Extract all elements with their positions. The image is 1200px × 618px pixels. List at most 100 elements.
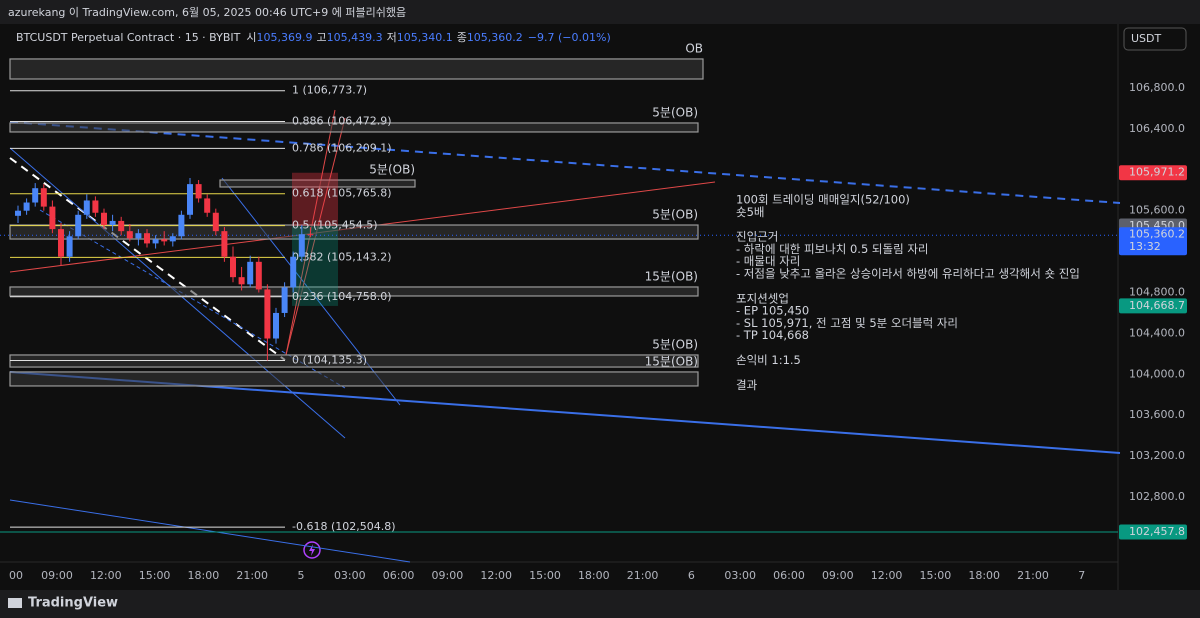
fib-label: 0.886 (106,472.9) (292, 114, 392, 127)
annotation-line: 진입근거 (736, 230, 778, 244)
candle-body (144, 233, 150, 244)
time-tick-label: 15:00 (139, 569, 171, 582)
price-label: 102,457.8 (1129, 525, 1185, 538)
candle-body (307, 234, 314, 236)
alert-icon[interactable] (303, 541, 321, 559)
candle-body (161, 239, 168, 242)
candle-body (273, 312, 279, 339)
channel-line (9, 499, 411, 563)
order-block-label: 15분(OB) (645, 354, 698, 368)
candle-body (109, 220, 116, 226)
price-tick-label: 104,800.0 (1129, 286, 1185, 299)
candle-body (281, 287, 288, 313)
order-block-label: 15분(OB) (645, 269, 698, 283)
order-block (9, 354, 699, 368)
time-tick-label: 21:00 (1017, 569, 1049, 582)
fib-label: -0.618 (102,504.8) (292, 520, 396, 533)
price-tick-label: 104,400.0 (1129, 326, 1185, 339)
ohlc-label: 고 (316, 31, 326, 44)
candle-body (204, 198, 211, 213)
order-block-label: OB (685, 41, 703, 55)
annotation-line: 포지션셋업 (736, 291, 789, 305)
candle-body (230, 256, 236, 278)
price-label: 105,971.2 (1129, 166, 1185, 179)
candle-body (118, 220, 125, 232)
annotation-line: - TP 104,668 (736, 328, 809, 342)
time-tick-label: 18:00 (188, 569, 220, 582)
candle-body (255, 261, 262, 290)
candle-body (187, 184, 193, 215)
ohlc-value: 105,439.3 (327, 31, 383, 44)
annotation-line: 100회 트레이딩 매매일지(52/100) (736, 193, 910, 207)
price-label-box (1119, 165, 1187, 181)
footer-logo: TradingView (28, 596, 118, 611)
candle-body (221, 231, 228, 257)
price-label-box (1119, 298, 1187, 314)
candle-body (66, 236, 73, 257)
price-tick-label: 105,600.0 (1129, 204, 1185, 217)
price-tick-label: 106,400.0 (1129, 122, 1185, 135)
candle-body (290, 256, 297, 288)
logo-icon (8, 598, 22, 608)
candle-body (49, 206, 56, 230)
price-tick-label: 104,000.0 (1129, 367, 1185, 380)
ohlc-label: 저 (387, 31, 397, 44)
time-tick-label: 12:00 (480, 569, 512, 582)
candle-body (152, 239, 159, 244)
watermark: azurekang 이 TradingView.com, 6월 05, 2025… (8, 6, 406, 19)
stop-zone (292, 172, 338, 227)
price-tick-label: 102,800.0 (1129, 490, 1185, 503)
fib-label: 0 (104,135.3) (292, 353, 367, 366)
annotation-line: 손익비 1:1.5 (736, 353, 801, 367)
price-tick-label: 103,600.0 (1129, 408, 1185, 421)
price-label-box (1119, 227, 1187, 256)
symbol: BTCUSDT Perpetual Contract · 15 · BYBIT (16, 31, 241, 44)
order-block-label: 5분(OB) (369, 163, 415, 177)
top-bar (0, 0, 1200, 24)
candle-body (195, 184, 202, 199)
candle-body (178, 214, 185, 237)
trend-line (9, 121, 1121, 204)
order-block (9, 286, 699, 297)
change: −9.7 (−0.01%) (528, 31, 611, 44)
candle-body (15, 210, 21, 216)
fib-label: 1 (106,773.7) (292, 84, 367, 97)
time-tick-label: 18:00 (968, 569, 1000, 582)
candle-body (58, 229, 64, 257)
annotation-line: - 매물대 자리 (736, 254, 800, 268)
time-tick-label: 06:00 (773, 569, 805, 582)
candle-body (298, 234, 305, 257)
price-label: 104,668.7 (1129, 299, 1185, 312)
candle-body (75, 214, 82, 237)
annotation-line: - SL 105,971, 전 고점 및 5분 오더블럭 자리 (736, 316, 958, 330)
candle-body (238, 277, 245, 285)
fib-label: 0.236 (104,758.0) (292, 290, 392, 303)
candle-body (83, 200, 90, 215)
ohlc-value: 105,360.2 (467, 31, 523, 44)
candle-body (247, 261, 254, 285)
candle-body (212, 212, 219, 232)
time-tick-label: 00 (9, 569, 23, 582)
time-tick-label: 21:00 (627, 569, 659, 582)
time-tick-label: 12:00 (90, 569, 122, 582)
symbol-info: BTCUSDT Perpetual Contract · 15 · BYBIT 시… (16, 31, 611, 44)
currency-box[interactable] (1123, 27, 1187, 51)
time-tick-label: 6 (688, 569, 695, 582)
annotation-line: 숏5배 (736, 205, 764, 219)
time-tick-label: 18:00 (578, 569, 610, 582)
order-block-label: 5분(OB) (652, 337, 698, 351)
time-tick-label: 09:00 (41, 569, 73, 582)
time-tick-label: 09:00 (822, 569, 854, 582)
annotation-line: - 하락에 대한 피보나치 0.5 되돌림 자리 (736, 242, 929, 256)
time-tick-label: 15:00 (529, 569, 561, 582)
candle-body (264, 289, 271, 339)
time-tick-label: 03:00 (724, 569, 756, 582)
ohlc-value: 105,369.9 (256, 31, 312, 44)
trend-line (9, 157, 286, 361)
order-block (219, 179, 416, 188)
annotation-line: 결과 (736, 378, 758, 392)
candle-body (92, 200, 99, 213)
time-tick-label: 21:00 (236, 569, 268, 582)
